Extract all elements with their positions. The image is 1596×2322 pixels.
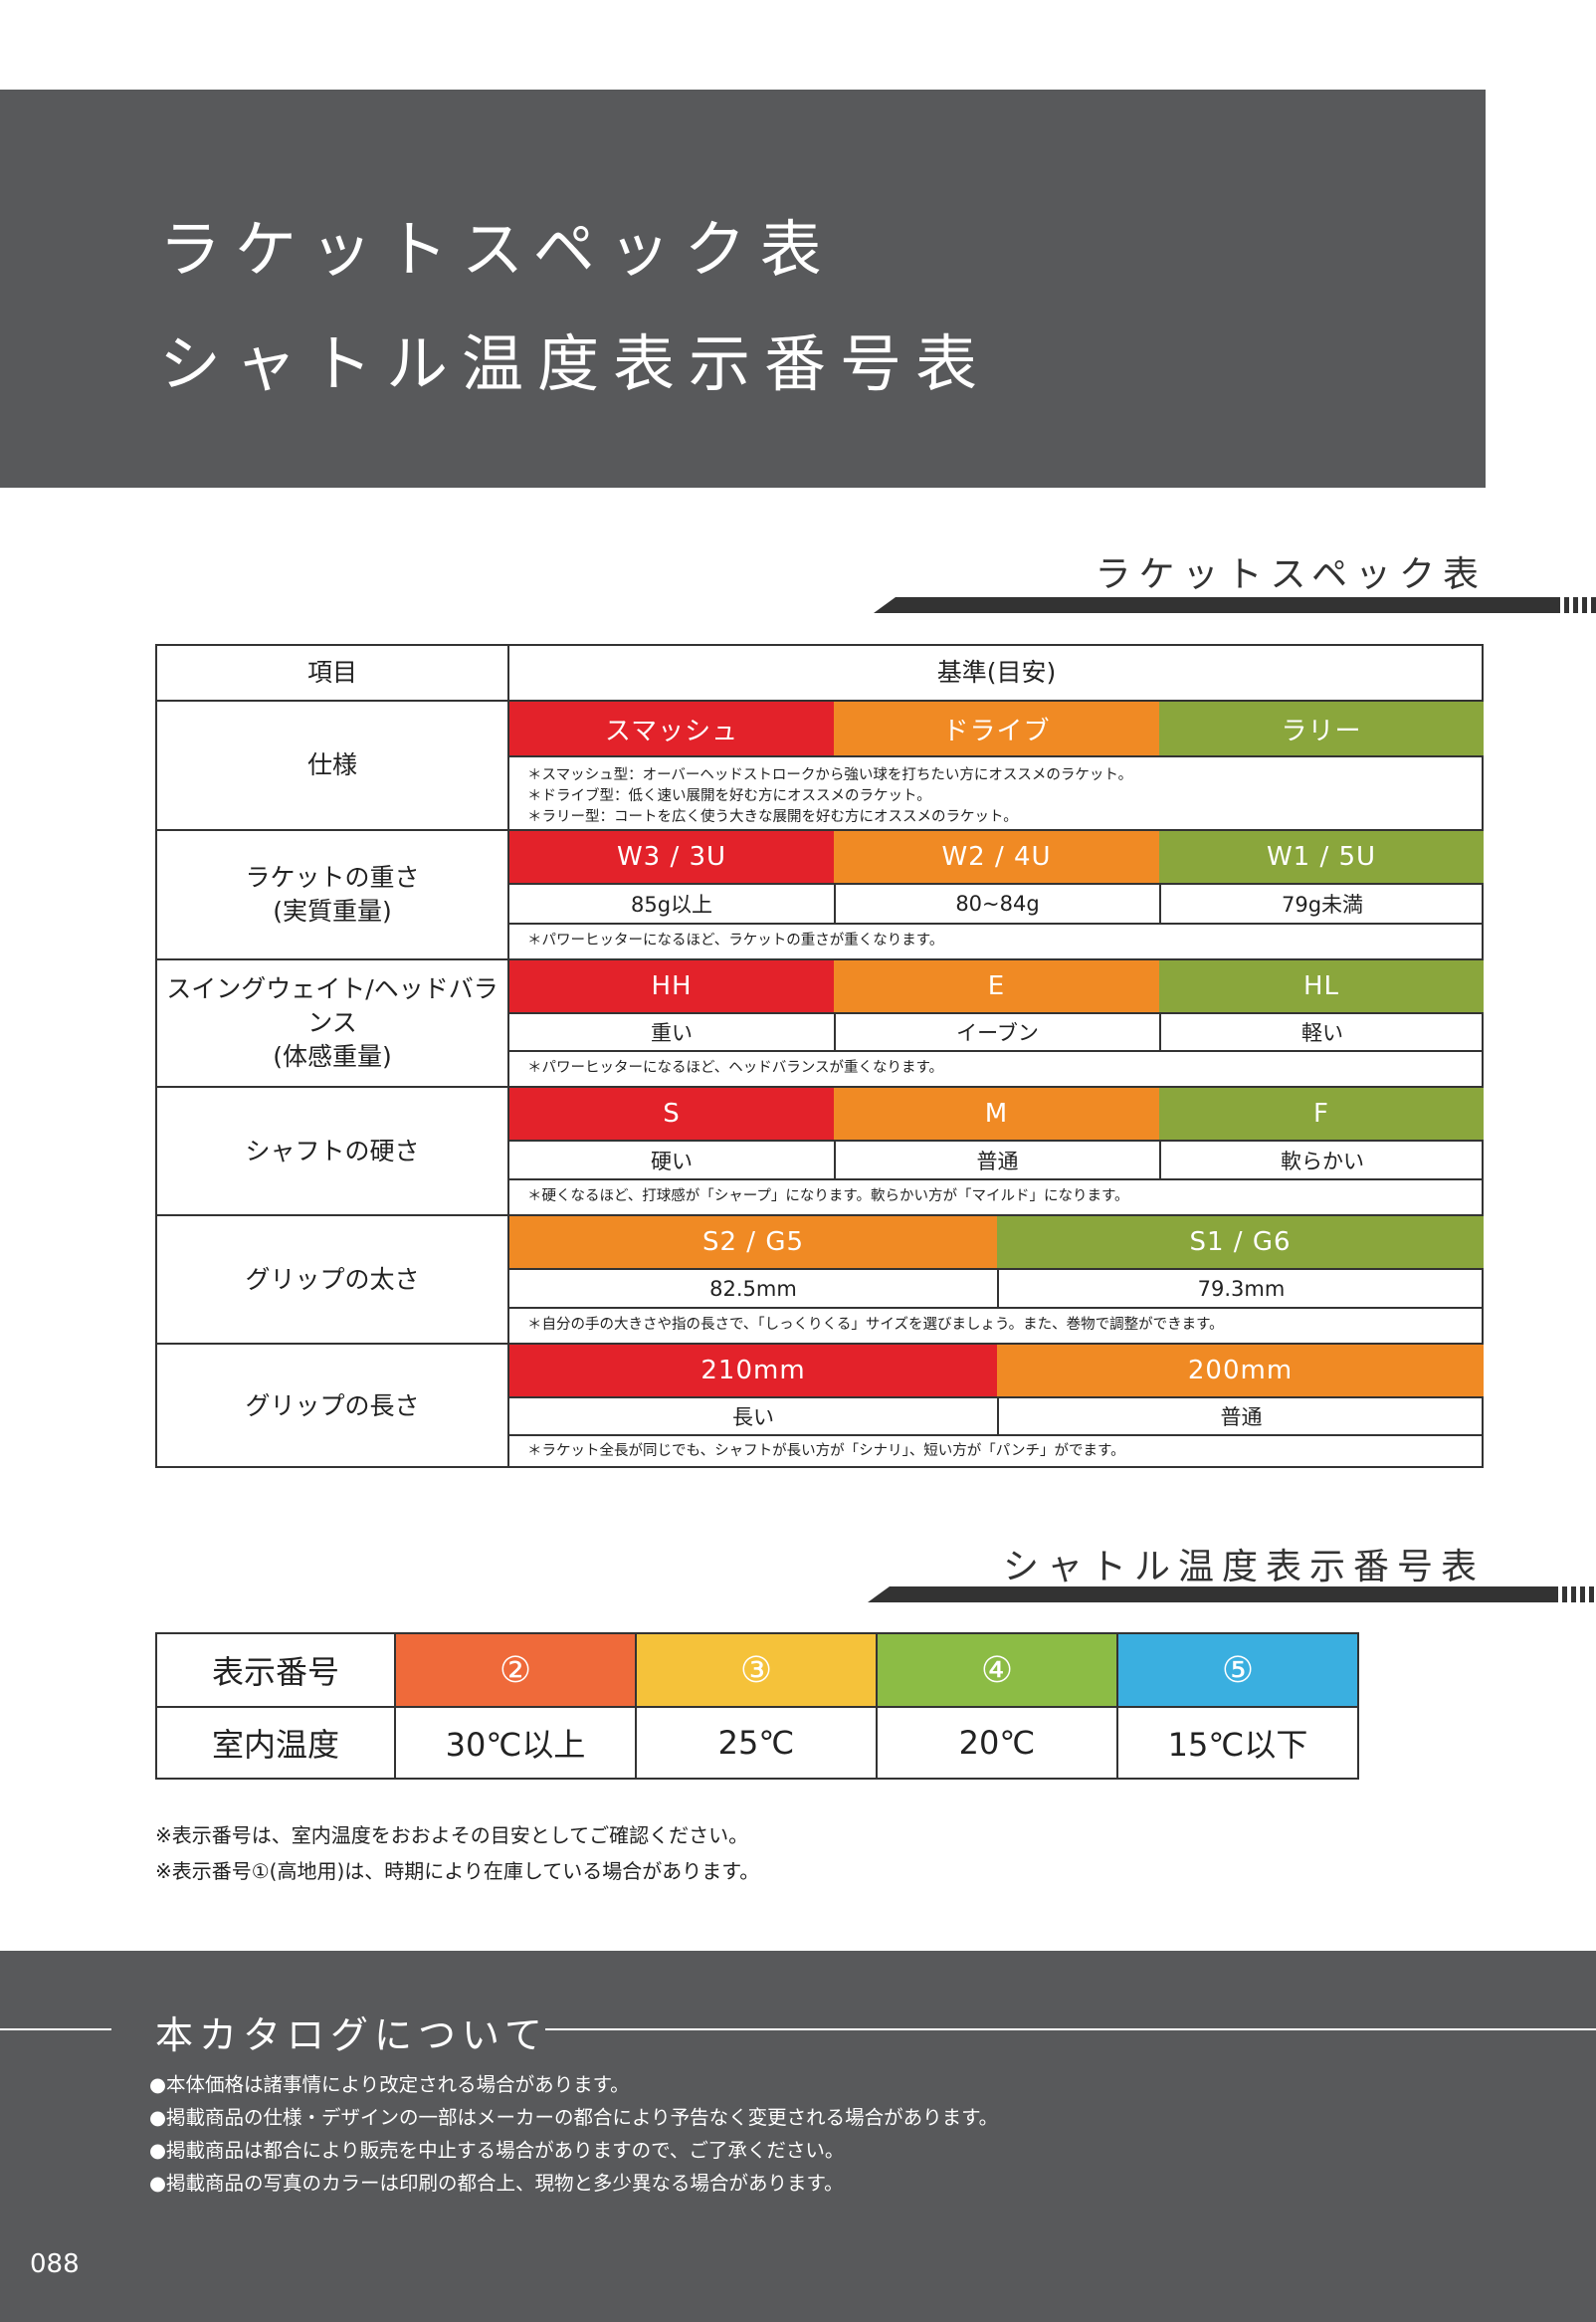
row-label-swing: スイングウェイト/ヘッドバランス (体感重量) — [157, 960, 507, 1086]
spec-drive: ドライブ — [834, 702, 1159, 755]
weight-value-1: 85g以上 — [630, 893, 713, 917]
swing-hl: HL — [1159, 960, 1484, 1012]
banner-title-racket: ラケットスペック表 — [159, 213, 836, 286]
heading-stripes — [1564, 597, 1596, 613]
header-criteria: 基準(目安) — [936, 658, 1057, 688]
swing-value-3: 軽い — [1159, 1014, 1484, 1050]
grip-length-210: 210mm — [509, 1345, 997, 1396]
footer-item-2: ●掲載商品の仕様・デザインの一部はメーカーの都合により予告なく変更される場合があ… — [149, 2106, 999, 2129]
shaft-s: S — [509, 1088, 834, 1140]
header-item: 項目 — [306, 658, 357, 688]
temp-3: 25℃ — [637, 1708, 878, 1778]
number-2: ② — [396, 1634, 637, 1706]
catalog-footer: 本カタログについて ●本体価格は諸事情により改定される場合があります。 ●掲載商… — [0, 1951, 1596, 2322]
title-banner: ラケットスペック表 シャトル温度表示番号表 — [0, 90, 1486, 488]
spec-note-rally: ＊ラリー型：コートを広く使う大きな展開を好む方にオススメのラケット。 — [527, 809, 1018, 826]
footer-item-4: ●掲載商品の写真のカラーは印刷の都合上、現物と多少異なる場合があります。 — [149, 2172, 844, 2195]
heading-bar — [868, 1586, 1558, 1602]
shuttle-note-1: ※表示番号は、室内温度をおおよその目安としてご確認ください。 — [155, 1823, 749, 1847]
grip-length-value-2: 普通 — [997, 1398, 1484, 1434]
row-label-grip-thickness: グリップの太さ — [245, 1264, 420, 1294]
spec-rally: ラリー — [1159, 702, 1484, 755]
weight-w1: W1 / 5U — [1159, 831, 1484, 883]
footer-line-right — [545, 2028, 1596, 2030]
shuttle-section-title: シャトル温度表示番号表 — [1002, 1547, 1485, 1587]
heading-bar — [874, 597, 1560, 613]
shaft-value-2: 普通 — [834, 1142, 1159, 1178]
temp-4: 20℃ — [878, 1708, 1118, 1778]
swing-value-1: 重い — [651, 1021, 693, 1045]
number-4: ④ — [878, 1634, 1118, 1706]
swing-hh: HH — [509, 960, 834, 1012]
row-label-temperature: 室内温度 — [157, 1708, 396, 1778]
swing-label: スイングウェイト/ヘッドバランス — [166, 974, 499, 1038]
row-label-number: 表示番号 — [157, 1634, 396, 1706]
weight-label: ラケットの重さ — [245, 863, 420, 893]
page-number: 088 — [30, 2249, 80, 2279]
swing-note: ＊パワーヒッターになるほど、ヘッドバランスが重くなります。 — [527, 1060, 944, 1077]
racket-section-heading: ラケットスペック表 — [874, 545, 1596, 621]
spec-smash: スマッシュ — [509, 702, 834, 755]
grip-length-value-1: 長い — [732, 1405, 774, 1429]
heading-stripes — [1562, 1586, 1596, 1602]
weight-value-3: 79g未満 — [1159, 885, 1484, 923]
spec-note-drive: ＊ドライブ型：低く速い展開を好む方にオススメのラケット。 — [527, 788, 931, 805]
swing-e: E — [834, 960, 1159, 1012]
weight-value-2: 80~84g — [834, 885, 1159, 923]
shuttle-section-heading: シャトル温度表示番号表 — [868, 1538, 1596, 1613]
shaft-m: M — [834, 1088, 1159, 1140]
footer-item-1: ●本体価格は諸事情により改定される場合があります。 — [149, 2073, 630, 2096]
shaft-f: F — [1159, 1088, 1484, 1140]
shaft-value-3: 軟らかい — [1159, 1142, 1484, 1178]
spec-notes: ＊スマッシュ型：オーバーヘッドストロークから強い球を打ちたい方にオススメのラケッ… — [509, 757, 1484, 829]
spec-note-smash: ＊スマッシュ型：オーバーヘッドストロークから強い球を打ちたい方にオススメのラケッ… — [527, 767, 1133, 783]
shaft-note: ＊硬くなるほど、打球感が「シャープ」になります。軟らかい方が「マイルド」になりま… — [527, 1188, 1129, 1205]
swing-sublabel: (体感重量) — [273, 1041, 392, 1071]
weight-w3: W3 / 3U — [509, 831, 834, 883]
weight-w2: W2 / 4U — [834, 831, 1159, 883]
grip-s1g6: S1 / G6 — [997, 1216, 1484, 1268]
shaft-value-1: 硬い — [651, 1149, 693, 1173]
shuttle-notes: ※表示番号は、室内温度をおおよその目安としてご確認ください。 ※表示番号①(高地… — [155, 1817, 759, 1889]
number-3: ③ — [637, 1634, 878, 1706]
row-label-grip-length: グリップの長さ — [245, 1391, 420, 1421]
banner-title-shuttle: シャトル温度表示番号表 — [159, 327, 992, 400]
grip-length-note: ＊ラケット全長が同じでも、シャフトが長い方が「シナリ」、短い方が「パンチ」がでま… — [527, 1443, 1125, 1460]
weight-note: ＊パワーヒッターになるほど、ラケットの重さが重くなります。 — [527, 933, 944, 950]
footer-item-3: ●掲載商品は都合により販売を中止する場合がありますので、ご了承ください。 — [149, 2139, 845, 2162]
grip-thickness-value-2: 79.3mm — [997, 1270, 1484, 1307]
row-label-spec: 仕様 — [306, 750, 357, 780]
shuttle-temperature-table: 表示番号 ② ③ ④ ⑤ 室内温度 30℃以上 25℃ 20℃ 15℃以下 — [155, 1632, 1359, 1780]
footer-title: 本カタログについて — [155, 2013, 548, 2057]
row-label-weight: ラケットの重さ (実質重量) — [157, 831, 507, 958]
footer-line-left — [0, 2028, 111, 2030]
weight-sublabel: (実質重量) — [273, 897, 392, 926]
temp-2: 30℃以上 — [396, 1708, 637, 1778]
grip-thickness-value-1: 82.5mm — [709, 1276, 797, 1301]
temp-5: 15℃以下 — [1167, 1726, 1308, 1764]
grip-length-200: 200mm — [997, 1345, 1484, 1396]
racket-section-title: ラケットスペック表 — [1095, 554, 1487, 595]
shuttle-note-2: ※表示番号①(高地用)は、時期により在庫している場合があります。 — [155, 1859, 760, 1883]
footer-list: ●本体価格は諸事情により改定される場合があります。 ●掲載商品の仕様・デザインの… — [149, 2068, 998, 2200]
grip-s2g5: S2 / G5 — [509, 1216, 997, 1268]
swing-value-2: イーブン — [834, 1014, 1159, 1050]
row-label-shaft: シャフトの硬さ — [245, 1136, 420, 1165]
racket-spec-table: 項目 基準(目安) 仕様 スマッシュ ドライブ ラリー ＊スマッシュ型：オーバー… — [155, 644, 1484, 1468]
grip-thickness-note: ＊自分の手の大きさや指の長さで、「しっくりくる」サイズを選びましょう。また、巻物… — [527, 1317, 1224, 1334]
number-5: ⑤ — [1118, 1634, 1357, 1706]
